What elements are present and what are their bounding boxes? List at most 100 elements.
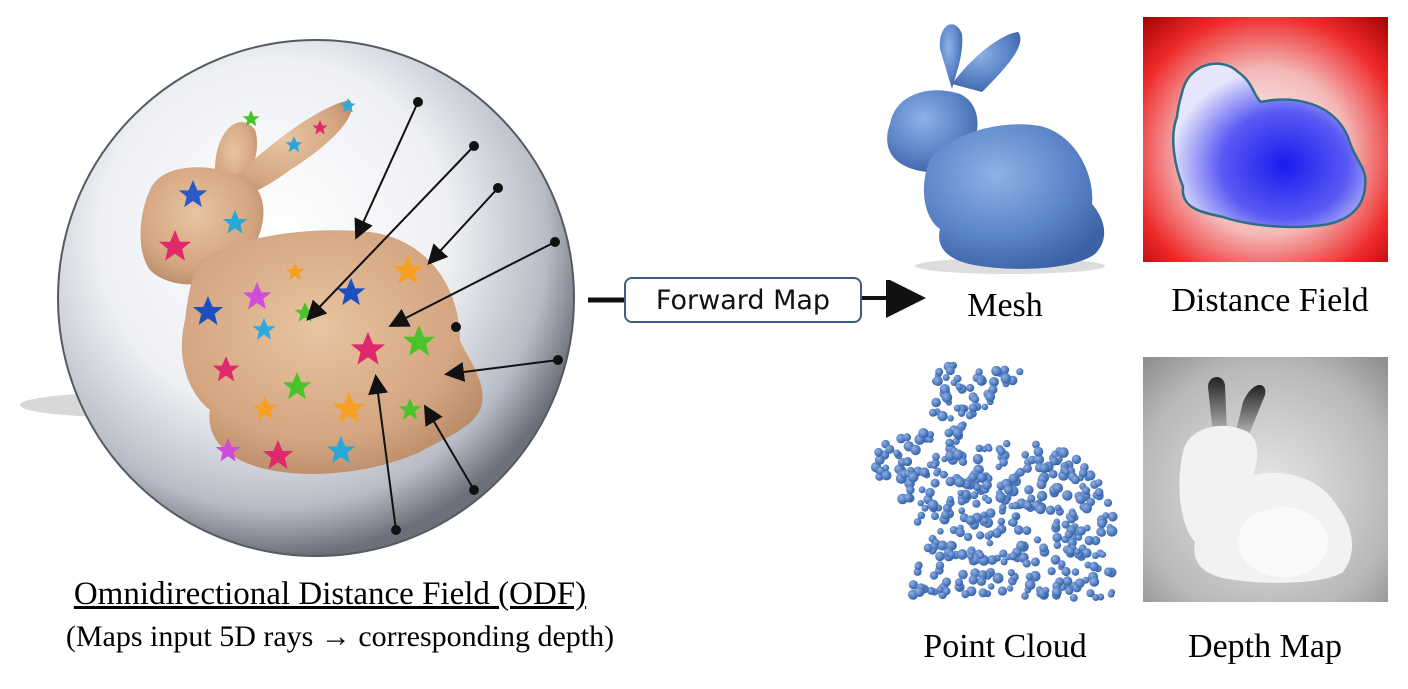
point-cloud-point — [975, 368, 983, 376]
point-cloud-point — [1084, 535, 1094, 546]
point-cloud-point — [1045, 505, 1056, 515]
point-cloud-point — [987, 583, 995, 590]
distance-field-image — [1143, 17, 1388, 262]
point-cloud-point — [1107, 511, 1118, 522]
point-cloud-point — [948, 551, 955, 558]
point-cloud-point — [981, 517, 989, 525]
point-cloud-point — [1036, 479, 1047, 490]
mesh-image — [887, 24, 1105, 274]
point-cloud-point — [976, 576, 987, 586]
point-cloud-point — [992, 572, 1004, 584]
point-cloud-point — [1000, 365, 1010, 375]
point-cloud-point — [1006, 585, 1014, 592]
point-cloud-point — [1061, 566, 1071, 577]
point-cloud-point — [903, 433, 911, 442]
point-cloud-point — [1069, 594, 1078, 602]
point-cloud-point — [1022, 559, 1031, 568]
point-cloud-point — [1033, 454, 1045, 465]
point-cloud-point — [957, 549, 968, 560]
point-cloud-point — [1066, 547, 1075, 556]
point-cloud-point — [950, 379, 958, 386]
point-cloud-point — [937, 540, 948, 551]
point-cloud-point — [1097, 528, 1106, 537]
point-cloud-point — [918, 486, 926, 494]
point-cloud-point — [1092, 594, 1100, 601]
point-cloud-point — [1094, 488, 1104, 497]
point-cloud-point — [1023, 463, 1032, 473]
point-cloud-point — [1003, 485, 1014, 495]
point-cloud-point — [944, 428, 954, 438]
point-cloud-point — [1022, 526, 1032, 535]
point-cloud-point — [1095, 479, 1103, 487]
odf-subtitle: (Maps input 5D rays → corresponding dept… — [65, 620, 615, 653]
point-cloud-point — [1062, 490, 1073, 501]
point-cloud-point — [1051, 521, 1060, 530]
point-cloud-point — [1078, 468, 1088, 478]
point-cloud-point — [1059, 584, 1067, 591]
odf-title: Omnidirectional Distance Field (ODF) — [73, 576, 587, 612]
point-cloud-point — [903, 458, 911, 466]
point-cloud-point — [1009, 552, 1018, 561]
point-cloud-point — [987, 555, 997, 565]
point-cloud-point — [985, 496, 993, 505]
point-cloud-point — [965, 411, 974, 420]
point-cloud-point — [976, 377, 985, 386]
point-cloud-point — [1030, 557, 1040, 567]
point-cloud-point — [1075, 534, 1083, 541]
point-cloud-point — [961, 590, 970, 599]
point-cloud-point — [955, 578, 963, 587]
point-cloud-point — [968, 575, 978, 585]
point-cloud-point — [1075, 578, 1085, 588]
point-cloud-point — [931, 512, 939, 521]
point-cloud-point — [971, 395, 980, 404]
point-cloud-point — [935, 561, 945, 570]
point-cloud-point — [1021, 592, 1029, 600]
odf-illustration — [20, 39, 575, 557]
point-cloud-point — [874, 447, 883, 457]
point-cloud-point — [1064, 530, 1073, 539]
point-cloud-point — [1086, 589, 1095, 598]
forward-map-box: Forward Map — [624, 277, 862, 323]
point-cloud-point — [1074, 548, 1081, 555]
point-cloud-point — [1091, 536, 1101, 546]
point-cloud-point — [932, 452, 940, 461]
point-cloud-point — [1007, 569, 1015, 577]
point-cloud-point — [1081, 503, 1092, 514]
point-cloud-point — [999, 503, 1007, 512]
point-cloud-point — [947, 415, 954, 422]
point-cloud-point — [1062, 576, 1073, 586]
point-cloud-point — [1052, 482, 1063, 494]
point-cloud-point — [991, 379, 998, 386]
point-cloud-point — [1024, 485, 1034, 495]
point-cloud-point — [893, 449, 901, 457]
point-cloud-point — [1048, 469, 1058, 479]
point-cloud-point — [1039, 463, 1050, 473]
point-cloud-point — [1069, 510, 1077, 519]
point-cloud-point — [1061, 520, 1070, 529]
point-cloud-point — [1085, 470, 1096, 481]
point-cloud-point — [914, 586, 925, 597]
point-cloud-point — [1058, 447, 1069, 458]
point-cloud-point — [968, 403, 978, 413]
point-cloud-point — [977, 472, 987, 482]
point-cloud-point — [986, 445, 993, 452]
point-cloud-point — [1102, 512, 1110, 519]
distance-field-label: Distance Field — [1171, 282, 1369, 319]
point-cloud-point — [957, 489, 964, 497]
point-cloud-point — [967, 553, 974, 560]
depth-map-label: Depth Map — [1188, 628, 1342, 665]
point-cloud-point — [991, 365, 1002, 377]
point-cloud-point — [931, 397, 941, 408]
point-cloud-point — [1070, 475, 1080, 485]
point-cloud-point — [917, 511, 926, 520]
point-cloud-point — [985, 508, 996, 518]
point-cloud-point — [1021, 451, 1029, 459]
point-cloud-point — [997, 517, 1006, 526]
point-cloud-point — [939, 470, 948, 479]
point-cloud-point — [1011, 501, 1020, 510]
point-cloud-point — [995, 463, 1002, 471]
point-cloud-point — [1008, 473, 1019, 484]
point-cloud-point — [1016, 368, 1024, 376]
point-cloud-point — [937, 410, 948, 422]
point-cloud-point — [941, 510, 950, 520]
